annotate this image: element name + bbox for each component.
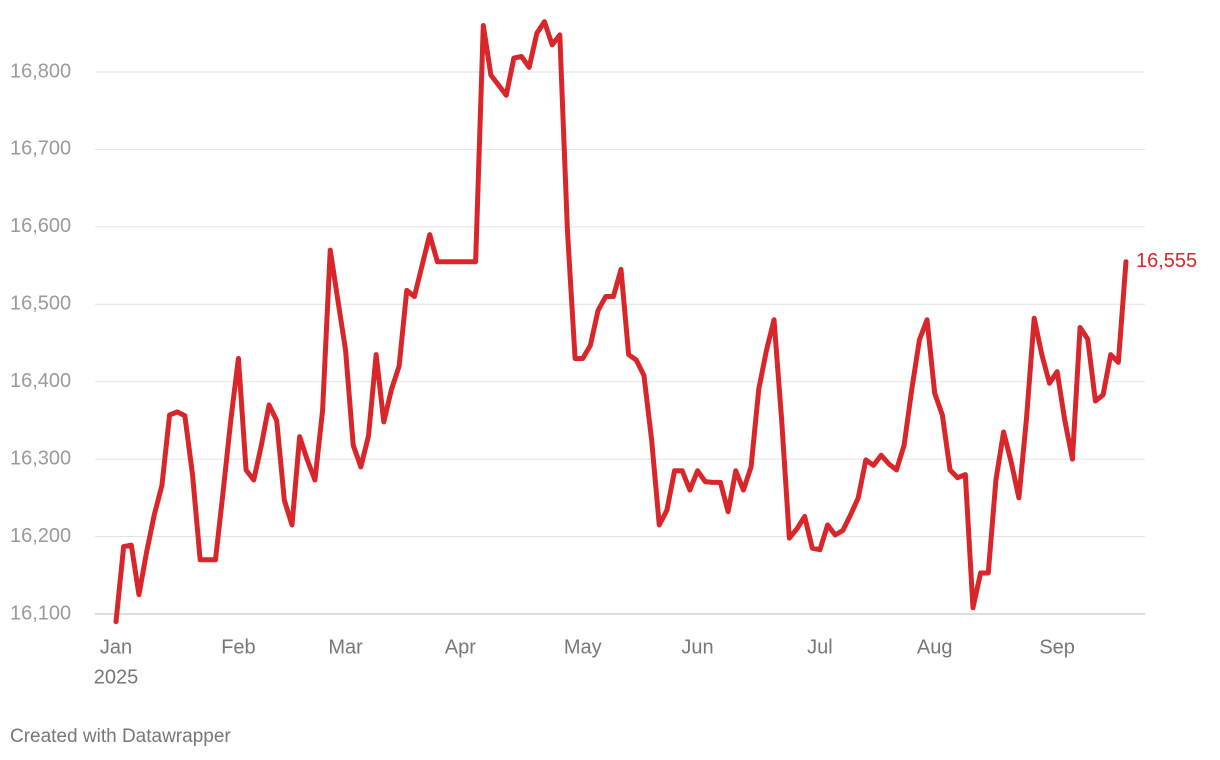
y-tick-label: 16,500: [10, 293, 71, 315]
x-tick-label: May: [564, 636, 602, 658]
x-tick-label: Aug: [917, 636, 953, 658]
x-tick-label: Jul: [807, 636, 833, 658]
y-tick-label: 16,100: [10, 602, 71, 624]
y-tick-label: 16,400: [10, 370, 71, 392]
y-tick-label: 16,800: [10, 60, 71, 82]
x-tick-label: Jan: [100, 636, 132, 658]
x-year-label: 2025: [94, 666, 139, 688]
x-tick-label: Sep: [1039, 636, 1075, 658]
value-label: 16,555: [1136, 250, 1197, 272]
y-tick-label: 16,600: [10, 215, 71, 237]
y-tick-label: 16,200: [10, 525, 71, 547]
x-tick-label: Apr: [445, 636, 476, 658]
x-tick-label: Mar: [328, 636, 363, 658]
y-tick-label: 16,700: [10, 138, 71, 160]
y-tick-label: 16,300: [10, 447, 71, 469]
line: [113, 19, 1129, 625]
footer: Created with Datawrapper: [10, 726, 231, 747]
x-tick-label: Jun: [681, 636, 713, 658]
x-tick-label: Feb: [221, 636, 255, 658]
